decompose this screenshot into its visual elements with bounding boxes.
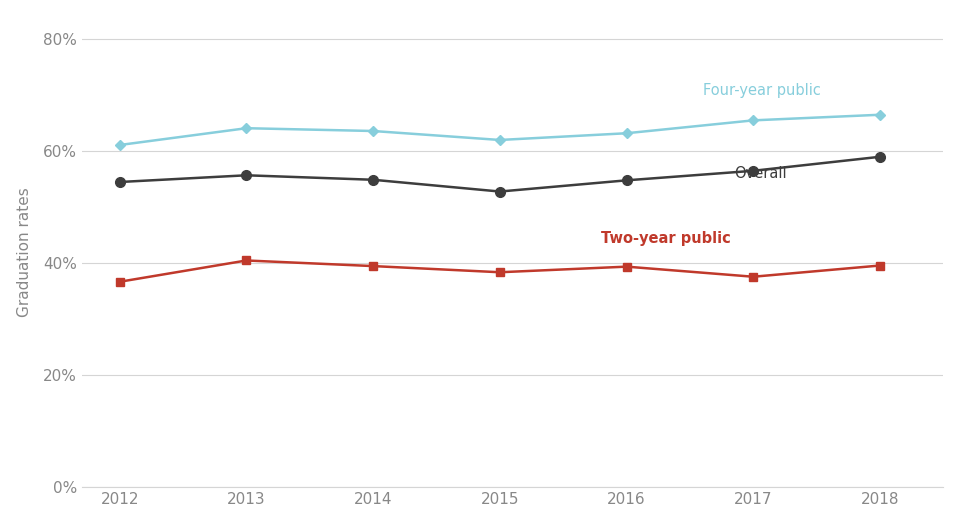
- Text: Two-year public: Two-year public: [601, 232, 731, 246]
- Text: Four-year public: Four-year public: [703, 83, 821, 98]
- Text: Overall: Overall: [734, 166, 787, 181]
- Y-axis label: Graduation rates: Graduation rates: [16, 187, 32, 317]
